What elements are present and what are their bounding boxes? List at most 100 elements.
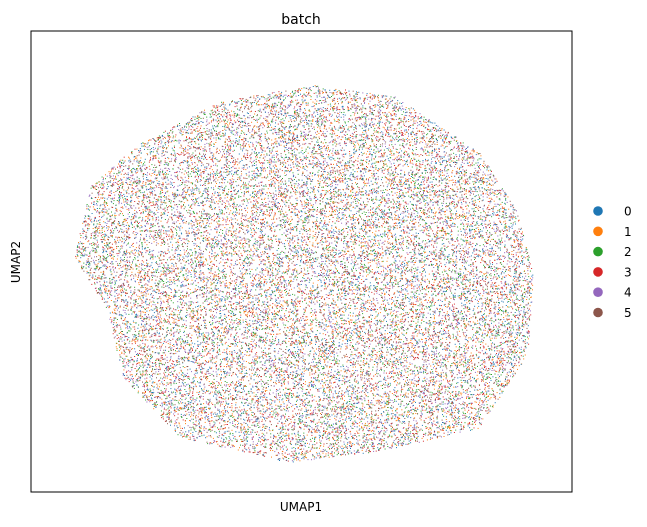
scatter-point: [364, 175, 365, 176]
scatter-point: [188, 252, 189, 253]
scatter-point: [474, 408, 475, 409]
scatter-point: [243, 243, 244, 244]
scatter-point: [306, 285, 307, 286]
scatter-point: [490, 256, 491, 257]
scatter-point: [447, 307, 448, 308]
scatter-point: [351, 276, 352, 277]
scatter-point: [307, 223, 308, 224]
scatter-point: [123, 190, 124, 191]
scatter-point: [331, 232, 332, 233]
scatter-point: [446, 413, 447, 414]
scatter-point: [247, 283, 248, 284]
scatter-point: [478, 179, 479, 180]
scatter-point: [482, 306, 483, 307]
scatter-point: [210, 144, 211, 145]
scatter-point: [291, 312, 292, 313]
scatter-point: [430, 401, 431, 402]
scatter-point: [146, 198, 147, 199]
scatter-point: [375, 434, 376, 435]
scatter-point: [505, 283, 506, 284]
scatter-point: [416, 270, 417, 271]
scatter-point: [269, 427, 270, 428]
scatter-point: [411, 132, 412, 133]
scatter-point: [264, 340, 265, 341]
scatter-point: [341, 117, 342, 118]
scatter-point: [81, 255, 82, 256]
scatter-point: [284, 216, 285, 217]
scatter-point: [174, 277, 175, 278]
scatter-point: [182, 295, 183, 296]
scatter-point: [396, 187, 397, 188]
scatter-point: [418, 322, 419, 323]
scatter-point: [344, 400, 345, 401]
scatter-point: [267, 167, 268, 168]
scatter-point: [344, 381, 345, 382]
scatter-point: [117, 240, 118, 241]
scatter-point: [167, 209, 168, 210]
scatter-point: [168, 401, 169, 402]
scatter-point: [165, 203, 166, 204]
scatter-point: [313, 138, 314, 139]
scatter-point: [350, 377, 351, 378]
scatter-point: [259, 259, 260, 260]
scatter-point: [282, 306, 283, 307]
scatter-point: [468, 271, 469, 272]
scatter-point: [444, 312, 445, 313]
scatter-point: [361, 241, 362, 242]
scatter-point: [397, 225, 398, 226]
scatter-point: [386, 202, 387, 203]
scatter-point: [115, 177, 116, 178]
scatter-point: [232, 351, 233, 352]
scatter-point: [282, 206, 283, 207]
scatter-point: [184, 208, 185, 209]
scatter-point: [125, 367, 126, 368]
scatter-point: [505, 226, 506, 227]
scatter-point: [220, 397, 221, 398]
scatter-point: [237, 352, 238, 353]
scatter-point: [289, 171, 290, 172]
scatter-point: [406, 283, 407, 284]
scatter-point: [201, 415, 202, 416]
scatter-point: [517, 216, 518, 217]
scatter-point: [381, 168, 382, 169]
scatter-point: [186, 296, 187, 297]
scatter-point: [164, 384, 165, 385]
scatter-point: [198, 156, 199, 157]
scatter-point: [150, 289, 151, 290]
scatter-point: [289, 330, 290, 331]
scatter-point: [362, 345, 363, 346]
scatter-point: [446, 279, 447, 280]
scatter-point: [219, 248, 220, 249]
scatter-point: [518, 281, 519, 282]
scatter-point: [290, 338, 291, 339]
scatter-point: [249, 155, 250, 156]
scatter-point: [183, 285, 184, 286]
scatter-point: [188, 224, 189, 225]
scatter-point: [121, 182, 122, 183]
scatter-point: [388, 168, 389, 169]
scatter-point: [389, 210, 390, 211]
scatter-point: [331, 167, 332, 168]
scatter-point: [161, 212, 162, 213]
scatter-point: [367, 287, 368, 288]
scatter-point: [469, 314, 470, 315]
scatter-point: [175, 193, 176, 194]
scatter-point: [293, 95, 294, 96]
scatter-point: [339, 208, 340, 209]
scatter-point: [369, 434, 370, 435]
scatter-point: [273, 414, 274, 415]
scatter-point: [396, 425, 397, 426]
scatter-point: [142, 370, 143, 371]
scatter-point: [417, 217, 418, 218]
scatter-point: [481, 318, 482, 319]
scatter-point: [342, 340, 343, 341]
scatter-point: [350, 448, 351, 449]
scatter-point: [396, 343, 397, 344]
scatter-point: [342, 397, 343, 398]
scatter-point: [228, 231, 229, 232]
scatter-point: [184, 335, 185, 336]
scatter-point: [357, 183, 358, 184]
scatter-point: [278, 211, 279, 212]
scatter-point: [390, 175, 391, 176]
scatter-point: [302, 96, 303, 97]
